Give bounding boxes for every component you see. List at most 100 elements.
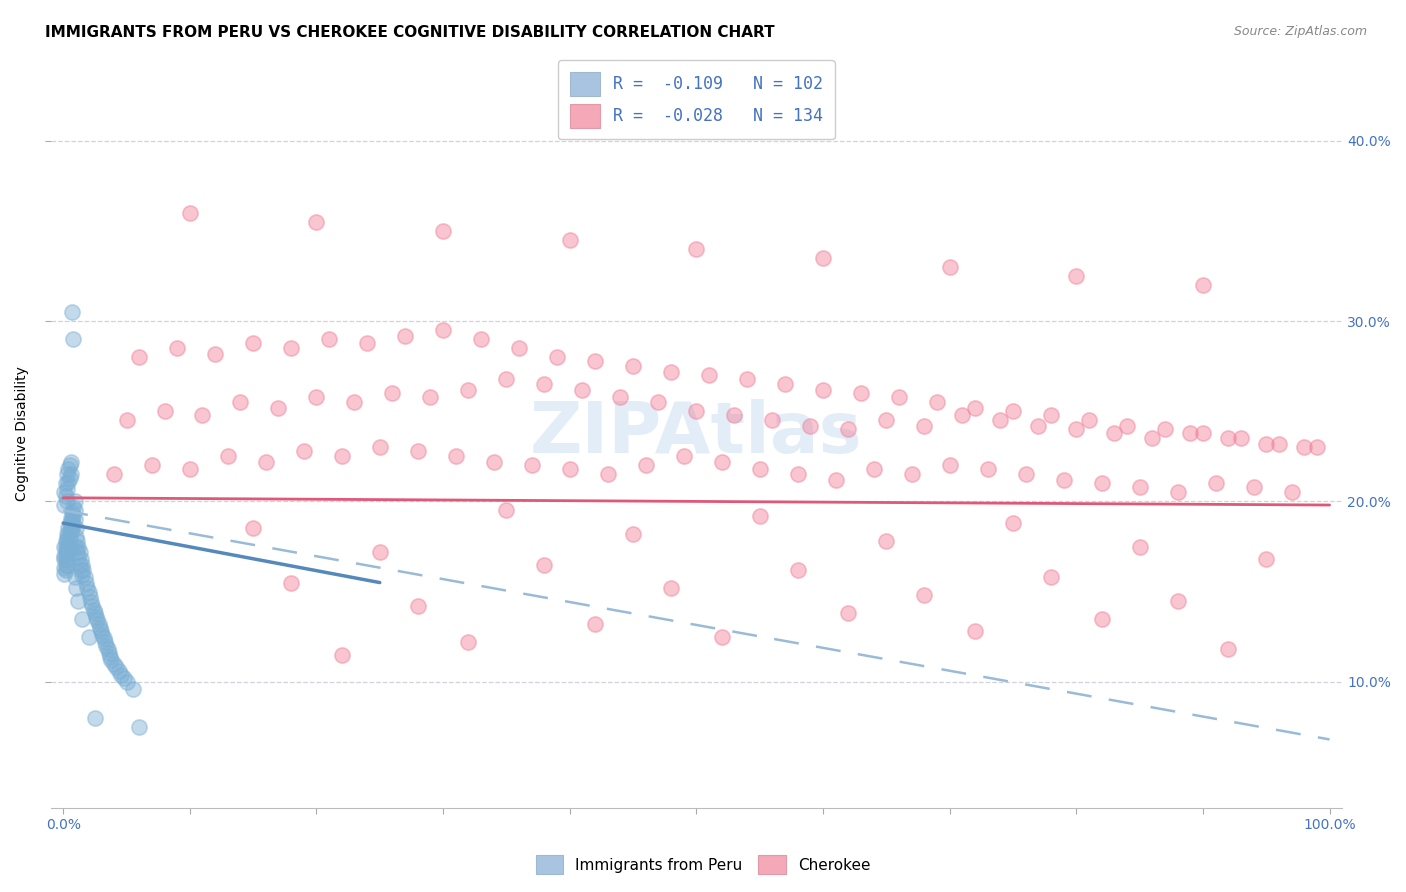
- Point: [470, 332, 492, 346]
- Point: [710, 630, 733, 644]
- Point: [558, 233, 581, 247]
- Point: [83, 602, 105, 616]
- Point: [62, 517, 84, 532]
- Point: [1053, 473, 1076, 487]
- Point: [59, 510, 82, 524]
- Point: [1040, 408, 1063, 422]
- Point: [1091, 612, 1114, 626]
- Point: [609, 390, 631, 404]
- Point: [56, 533, 79, 547]
- Point: [83, 711, 105, 725]
- Point: [1243, 480, 1265, 494]
- Point: [925, 395, 948, 409]
- Legend: R =  -0.109   N = 102, R =  -0.028   N = 134: R = -0.109 N = 102, R = -0.028 N = 134: [558, 61, 835, 139]
- Point: [62, 332, 84, 346]
- Point: [69, 545, 91, 559]
- Point: [444, 450, 467, 464]
- Point: [621, 527, 644, 541]
- Point: [65, 540, 87, 554]
- Point: [1026, 418, 1049, 433]
- Point: [65, 531, 87, 545]
- Point: [1294, 440, 1316, 454]
- Point: [84, 610, 107, 624]
- Point: [710, 455, 733, 469]
- Point: [571, 383, 593, 397]
- Point: [1142, 431, 1164, 445]
- Point: [432, 323, 454, 337]
- Point: [70, 552, 93, 566]
- Point: [723, 408, 745, 422]
- Point: [305, 215, 328, 229]
- Point: [748, 508, 770, 523]
- Point: [128, 720, 150, 734]
- Point: [1129, 480, 1152, 494]
- Point: [53, 566, 76, 581]
- Point: [204, 346, 226, 360]
- Point: [963, 401, 986, 415]
- Point: [583, 353, 606, 368]
- Point: [659, 581, 682, 595]
- Point: [67, 550, 90, 565]
- Point: [70, 568, 93, 582]
- Point: [60, 512, 83, 526]
- Point: [65, 581, 87, 595]
- Point: [1104, 425, 1126, 440]
- Point: [65, 521, 87, 535]
- Point: [242, 521, 264, 535]
- Point: [368, 545, 391, 559]
- Point: [60, 521, 83, 535]
- Point: [875, 413, 897, 427]
- Point: [457, 635, 479, 649]
- Point: [912, 418, 935, 433]
- Point: [533, 558, 555, 572]
- Point: [1268, 436, 1291, 450]
- Point: [58, 475, 80, 489]
- Point: [53, 549, 76, 563]
- Point: [1192, 278, 1215, 293]
- Point: [98, 649, 121, 664]
- Point: [1230, 431, 1253, 445]
- Point: [86, 614, 108, 628]
- Point: [128, 350, 150, 364]
- Point: [103, 467, 125, 482]
- Point: [70, 558, 93, 572]
- Point: [110, 667, 132, 681]
- Point: [229, 395, 252, 409]
- Point: [546, 350, 568, 364]
- Point: [55, 489, 77, 503]
- Point: [105, 660, 128, 674]
- Point: [56, 482, 79, 496]
- Point: [58, 536, 80, 550]
- Y-axis label: Cognitive Disability: Cognitive Disability: [15, 367, 30, 501]
- Point: [82, 599, 104, 613]
- Point: [87, 617, 110, 632]
- Point: [55, 545, 77, 559]
- Point: [62, 508, 84, 523]
- Point: [59, 455, 82, 469]
- Point: [748, 462, 770, 476]
- Point: [66, 534, 89, 549]
- Point: [56, 467, 79, 482]
- Point: [1205, 476, 1227, 491]
- Point: [1066, 268, 1088, 283]
- Point: [63, 503, 86, 517]
- Point: [811, 383, 834, 397]
- Point: [1014, 467, 1036, 482]
- Point: [70, 563, 93, 577]
- Point: [482, 455, 505, 469]
- Point: [558, 462, 581, 476]
- Point: [292, 444, 315, 458]
- Point: [56, 494, 79, 508]
- Point: [697, 368, 720, 383]
- Point: [330, 648, 353, 662]
- Point: [533, 377, 555, 392]
- Point: [837, 606, 859, 620]
- Point: [508, 341, 530, 355]
- Point: [786, 563, 808, 577]
- Point: [76, 581, 98, 595]
- Point: [495, 372, 517, 386]
- Point: [457, 383, 479, 397]
- Point: [318, 332, 340, 346]
- Point: [1281, 485, 1303, 500]
- Point: [963, 624, 986, 639]
